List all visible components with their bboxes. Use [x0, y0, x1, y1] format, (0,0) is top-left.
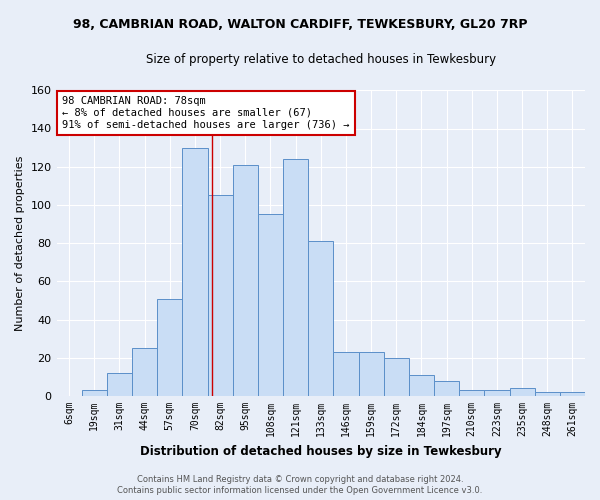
X-axis label: Distribution of detached houses by size in Tewkesbury: Distribution of detached houses by size …: [140, 444, 502, 458]
Bar: [132, 348, 157, 396]
Bar: [383, 358, 409, 396]
Bar: [107, 373, 132, 396]
Text: Contains HM Land Registry data © Crown copyright and database right 2024.: Contains HM Land Registry data © Crown c…: [137, 475, 463, 484]
Bar: [82, 390, 107, 396]
Text: 98 CAMBRIAN ROAD: 78sqm
← 8% of detached houses are smaller (67)
91% of semi-det: 98 CAMBRIAN ROAD: 78sqm ← 8% of detached…: [62, 96, 349, 130]
Bar: [258, 214, 283, 396]
Text: 98, CAMBRIAN ROAD, WALTON CARDIFF, TEWKESBURY, GL20 7RP: 98, CAMBRIAN ROAD, WALTON CARDIFF, TEWKE…: [73, 18, 527, 30]
Text: Contains public sector information licensed under the Open Government Licence v3: Contains public sector information licen…: [118, 486, 482, 495]
Title: Size of property relative to detached houses in Tewkesbury: Size of property relative to detached ho…: [146, 52, 496, 66]
Bar: [359, 352, 383, 396]
Bar: [509, 388, 535, 396]
Bar: [233, 165, 258, 396]
Bar: [308, 242, 334, 396]
Bar: [459, 390, 484, 396]
Bar: [560, 392, 585, 396]
Bar: [157, 298, 182, 396]
Bar: [434, 381, 459, 396]
Bar: [409, 375, 434, 396]
Bar: [484, 390, 509, 396]
Bar: [283, 159, 308, 396]
Bar: [182, 148, 208, 396]
Bar: [535, 392, 560, 396]
Bar: [334, 352, 359, 396]
Bar: [208, 196, 233, 396]
Y-axis label: Number of detached properties: Number of detached properties: [15, 156, 25, 331]
